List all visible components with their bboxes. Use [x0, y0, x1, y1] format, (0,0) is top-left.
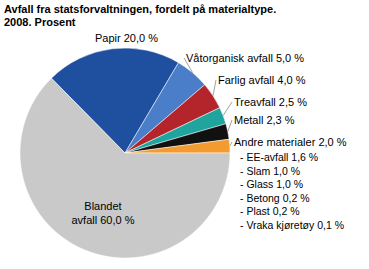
pie-slice — [125, 139, 230, 153]
data-label: Papir 20,0 % — [95, 32, 158, 44]
value-label: 2,0 % — [318, 136, 346, 148]
breakdown-label: - Plast — [240, 205, 270, 217]
chart: Avfall fra statsforvaltningen, fordelt p… — [0, 0, 369, 269]
title: Avfall fra statsforvaltningen, fordelt p… — [4, 3, 276, 28]
breakdown-value: 0,2 % — [273, 205, 300, 217]
data-label: Metall 2,3 % — [234, 114, 295, 126]
value-label: 60,0 % — [100, 214, 134, 226]
breakdown-label: - Betong — [240, 192, 280, 204]
breakdown-label: - EE-avfall — [240, 151, 288, 163]
pie — [20, 48, 230, 258]
pie-slice — [125, 124, 229, 153]
category-label: Metall — [234, 114, 263, 126]
value-label: 20,0 % — [124, 32, 158, 44]
leader-line — [213, 80, 216, 96]
category-label: Papir — [95, 32, 121, 44]
leader-line — [230, 142, 232, 146]
breakdown-item: - Glass 1,0 % — [240, 178, 303, 190]
pie-slice — [20, 78, 230, 258]
breakdown-item: - Vraka kjøretøy 0,1 % — [240, 219, 344, 231]
value-label: 5,0 % — [276, 52, 304, 64]
data-label: Blandet avfall 60,0 % — [72, 200, 135, 226]
breakdown-item: - Plast 0,2 % — [240, 205, 300, 217]
data-label: Andre materialer 2,0 % — [234, 136, 347, 148]
breakdown-item: - EE-avfall 1,6 % — [240, 151, 318, 163]
data-label: Farlig avfall 4,0 % — [218, 74, 306, 86]
leader-line — [228, 120, 232, 131]
breakdown-value: 1,0 % — [276, 178, 303, 190]
category-label: Treavfall — [234, 96, 276, 108]
breakdown-item: - Betong 0,2 % — [240, 192, 309, 204]
value-label: 2,5 % — [279, 96, 307, 108]
category-label: Blandet — [84, 200, 121, 212]
breakdown-value: 1,6 % — [291, 151, 318, 163]
data-label: Våtorganisk avfall 5,0 % — [186, 52, 304, 64]
breakdown-label: - Slam — [240, 165, 271, 177]
breakdown-label: - Glass — [240, 178, 273, 190]
data-label: Treavfall 2,5 % — [234, 96, 307, 108]
breakdown-value: 0,2 % — [283, 192, 310, 204]
category-label: Våtorganisk avfall — [186, 52, 273, 64]
breakdown-value: 0,1 % — [317, 219, 344, 231]
category-label: Farlig avfall — [218, 74, 274, 86]
breakdown-item: - Slam 1,0 % — [240, 165, 300, 177]
breakdown-label: - Vraka kjøretøy — [240, 219, 315, 231]
category-label: avfall — [72, 214, 98, 226]
category-label: Andre materialer — [234, 136, 316, 148]
breakdown-value: 1,0 % — [273, 165, 300, 177]
leader-line — [223, 102, 232, 116]
value-label: 2,3 % — [266, 114, 294, 126]
value-label: 4,0 % — [277, 74, 305, 86]
